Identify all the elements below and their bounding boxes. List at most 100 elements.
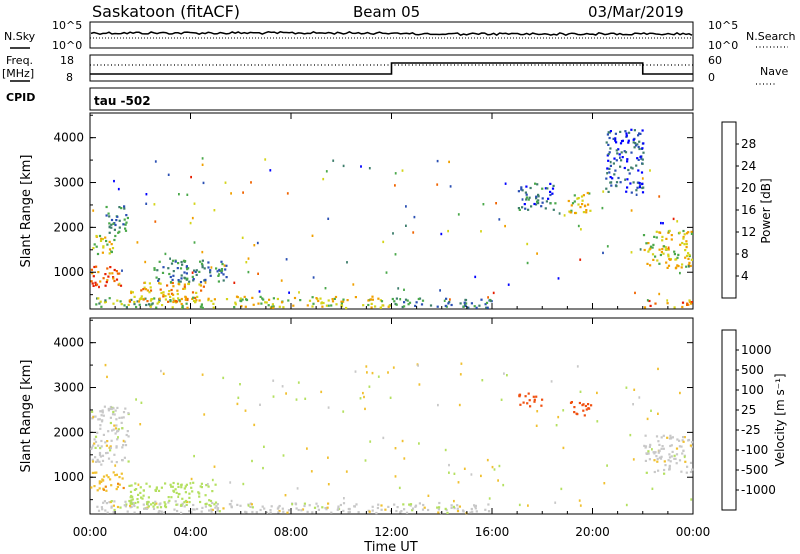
data-cell bbox=[371, 298, 374, 301]
data-cell bbox=[201, 259, 204, 262]
data-cell bbox=[681, 263, 684, 266]
data-cell bbox=[399, 511, 402, 514]
data-cell bbox=[99, 239, 103, 242]
data-cell bbox=[99, 455, 102, 458]
data-cell bbox=[207, 261, 210, 264]
data-cell bbox=[641, 177, 644, 180]
data-cell bbox=[193, 454, 195, 458]
data-cell bbox=[192, 503, 195, 507]
data-cell bbox=[122, 223, 125, 226]
data-cell bbox=[308, 299, 312, 302]
data-cell bbox=[690, 441, 694, 444]
data-cell bbox=[411, 507, 415, 510]
data-cell bbox=[230, 192, 232, 195]
data-cell bbox=[665, 261, 668, 264]
data-cell bbox=[649, 443, 652, 446]
data-cell bbox=[145, 193, 148, 196]
data-cell bbox=[587, 403, 590, 406]
data-cell bbox=[636, 143, 639, 146]
data-cell bbox=[558, 212, 561, 215]
data-cell bbox=[486, 306, 489, 309]
data-cell bbox=[623, 150, 626, 153]
data-cell bbox=[109, 445, 112, 448]
data-cell bbox=[94, 456, 97, 459]
data-cell bbox=[180, 483, 183, 486]
colorbar-tick-label: 8 bbox=[741, 247, 749, 261]
data-cell bbox=[656, 460, 659, 463]
data-cell bbox=[173, 299, 176, 302]
data-cell bbox=[519, 403, 522, 406]
data-cell bbox=[635, 193, 638, 196]
data-cell bbox=[210, 510, 213, 513]
data-cell bbox=[99, 424, 102, 427]
data-cell bbox=[122, 439, 125, 443]
data-cell bbox=[92, 247, 95, 250]
data-cell bbox=[492, 291, 495, 295]
data-cell bbox=[191, 216, 194, 220]
data-cell bbox=[172, 285, 175, 288]
data-cell bbox=[157, 489, 161, 492]
data-cell bbox=[179, 267, 183, 270]
data-cell bbox=[687, 263, 690, 267]
data-cell bbox=[311, 234, 314, 237]
data-cell bbox=[552, 208, 555, 211]
data-cell bbox=[181, 263, 184, 266]
data-cell bbox=[113, 228, 116, 231]
data-cell bbox=[662, 434, 665, 437]
data-cell bbox=[108, 501, 111, 504]
data-cell bbox=[320, 390, 323, 394]
data-cell bbox=[448, 300, 451, 304]
data-cell bbox=[91, 272, 94, 275]
data-cell bbox=[658, 195, 661, 198]
data-cell bbox=[444, 507, 447, 510]
data-cell bbox=[620, 140, 624, 143]
data-cell bbox=[579, 504, 582, 507]
data-cell bbox=[104, 509, 107, 512]
data-cell bbox=[241, 236, 244, 239]
nave-tick-bottom: 0 bbox=[708, 71, 715, 84]
data-cell bbox=[177, 485, 180, 488]
data-cell bbox=[436, 305, 439, 308]
data-cell bbox=[646, 299, 649, 302]
data-cell bbox=[581, 203, 584, 206]
data-cell bbox=[487, 503, 490, 506]
data-cell bbox=[625, 190, 628, 193]
data-cell bbox=[210, 508, 213, 511]
data-cell bbox=[478, 304, 481, 307]
data-cell bbox=[106, 375, 108, 379]
data-cell bbox=[198, 270, 201, 273]
data-cell bbox=[261, 505, 264, 508]
data-cell bbox=[525, 185, 528, 188]
data-cell bbox=[102, 433, 105, 436]
data-cell bbox=[115, 488, 118, 491]
data-cell bbox=[662, 252, 665, 255]
data-cell bbox=[118, 282, 121, 286]
data-cell bbox=[384, 508, 387, 511]
data-cell bbox=[98, 487, 101, 490]
data-cell bbox=[201, 373, 204, 376]
data-cell bbox=[621, 156, 624, 159]
data-cell bbox=[406, 299, 409, 302]
data-cell bbox=[200, 289, 203, 292]
data-cell bbox=[256, 241, 259, 245]
data-cell bbox=[342, 502, 346, 505]
data-cell bbox=[152, 507, 156, 510]
data-cell bbox=[643, 444, 646, 447]
data-cell bbox=[108, 215, 111, 218]
data-cell bbox=[133, 303, 136, 306]
data-cell bbox=[633, 146, 636, 149]
data-cell bbox=[199, 485, 202, 488]
data-cell bbox=[152, 505, 155, 508]
data-cell bbox=[190, 175, 192, 179]
data-cell bbox=[281, 385, 284, 388]
data-cell bbox=[137, 493, 140, 496]
data-cell bbox=[191, 508, 194, 511]
data-cell bbox=[180, 260, 183, 264]
data-cell bbox=[234, 303, 237, 306]
colorbar-tick-label: 4 bbox=[741, 269, 749, 283]
data-cell bbox=[214, 506, 217, 509]
data-cell bbox=[181, 306, 184, 309]
y-tick-label: 3000 bbox=[53, 176, 84, 190]
colorbar-tick-label: -500 bbox=[741, 463, 768, 477]
data-cell bbox=[220, 260, 223, 263]
